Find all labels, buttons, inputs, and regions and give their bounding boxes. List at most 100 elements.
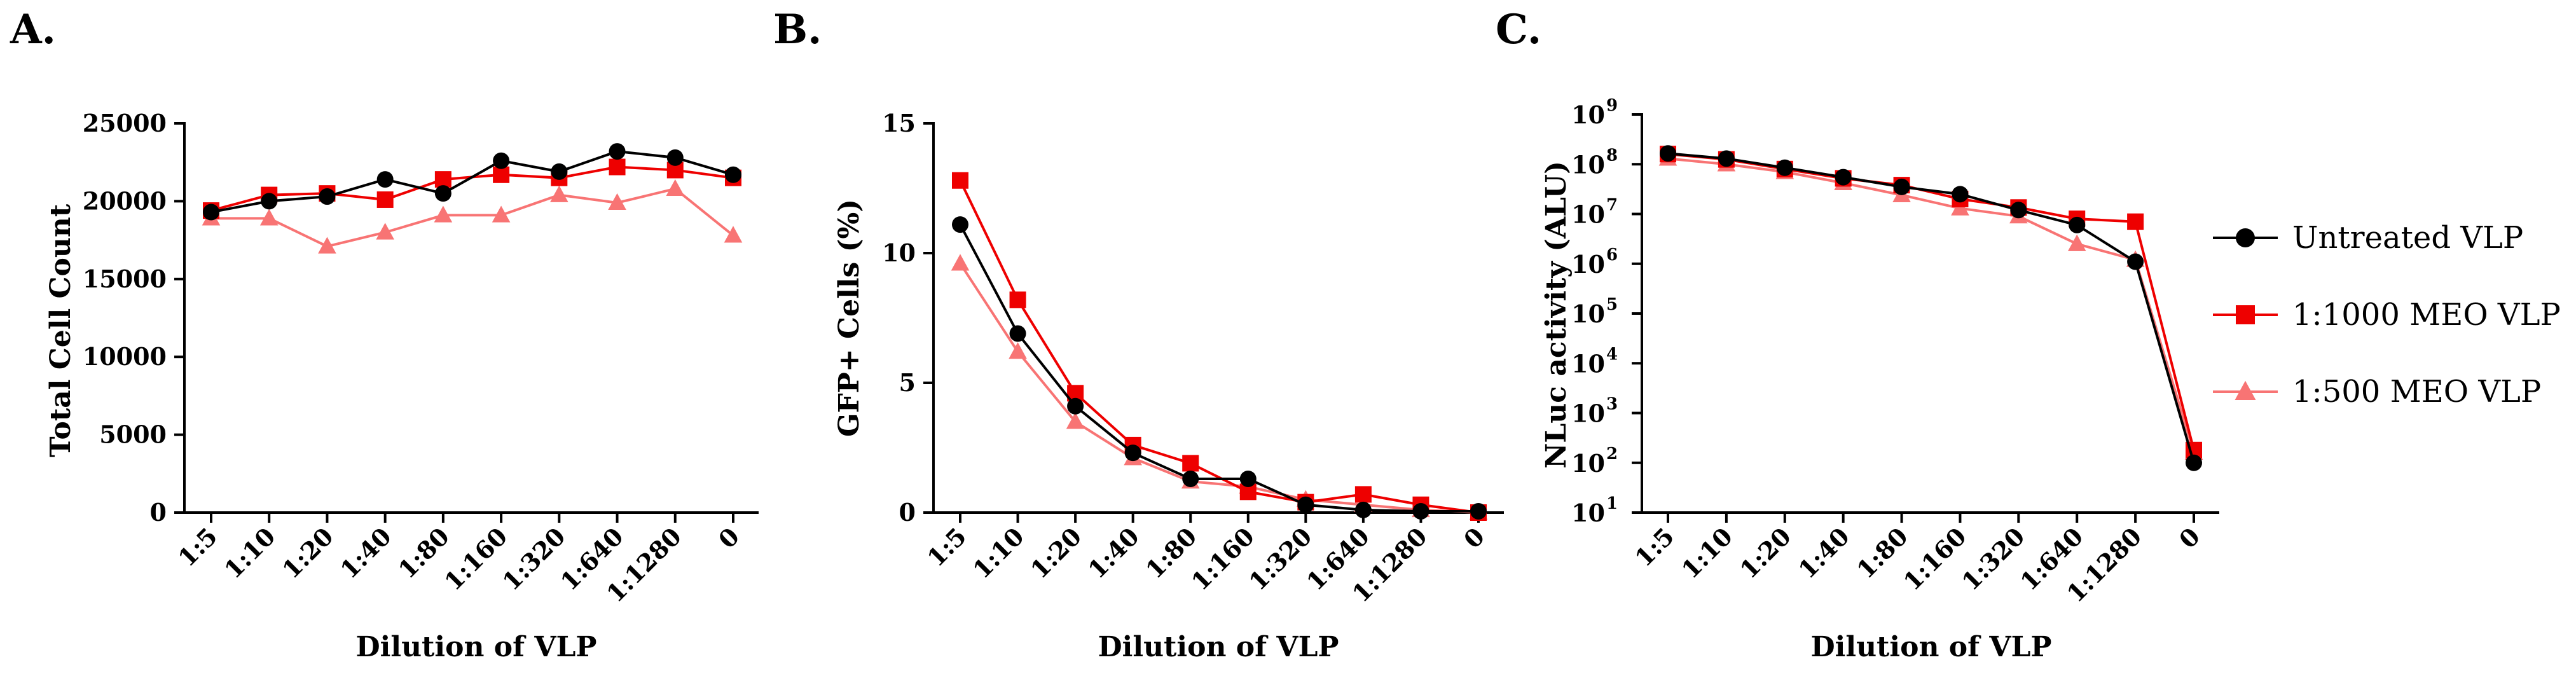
data-point [951,254,970,271]
y-tick-label: 10 [1571,200,1605,229]
legend-label: 1:500 MEO VLP [2292,374,2541,410]
series-line [210,150,734,214]
data-point [376,191,394,208]
panel-c: C. NLuc activity (ALU) Dilution of VLP 1… [1496,6,2219,663]
series-line [211,187,734,248]
y-tick-label: 0 [150,498,167,527]
data-point [492,205,511,223]
x-tick-label: 1:160 [1898,522,1972,597]
data-point [725,166,741,183]
x-tick-label: 1:40 [1793,522,1855,584]
data-point [1412,502,1429,520]
y-tick-label: 10 [1571,349,1605,378]
data-point [666,179,685,197]
y-tick-exponent: 2 [1606,445,1618,464]
data-point [376,223,394,240]
legend-marker [2236,305,2255,324]
data-point [608,193,626,210]
data-point [2127,253,2144,270]
panel-b-series [951,172,1488,521]
panel-b-y-axis-title: GFP+ Cells (%) [833,199,865,437]
y-tick-label: 10 [1571,449,1605,478]
x-tick-label: 1:5 [1629,522,1679,572]
legend-marker [2236,228,2255,247]
legend: Untreated VLP 1:1000 MEO VLP 1:500 MEO VLP [2213,220,2561,410]
data-point [1009,342,1027,359]
panel-a-series [202,143,743,254]
panel-a: A. Total Cell Count Dilution of VLP 0 500… [10,6,759,663]
data-point [493,166,510,183]
data-point [1660,145,1676,162]
data-point [1182,455,1199,472]
data-point [666,149,684,166]
x-tick-label: 1:10 [219,522,281,584]
data-point [1952,186,1969,203]
data-point [318,237,336,254]
panel-c-y-axis-title: NLuc activity (ALU) [1540,161,1573,469]
y-tick-label: 10 [1571,150,1605,179]
x-tick-label: 0 [713,522,745,555]
panel-a-letter: A. [10,6,56,53]
y-tick-label: 10000 [83,342,167,371]
data-point [952,172,968,189]
data-point [203,203,219,221]
series-line [1667,157,2195,453]
y-tick-label: 10 [1571,499,1605,527]
y-tick-label: 0 [899,498,916,527]
x-tick-label: 1:320 [1956,522,2030,597]
legend-marker [2235,380,2256,400]
data-point [376,171,394,188]
data-point [434,171,451,188]
x-tick-label: 0 [2173,522,2206,555]
data-point [2010,202,2027,219]
data-point [2069,216,2086,233]
data-point [609,143,626,160]
data-point [259,209,279,226]
y-tick-exponent: 5 [1606,295,1618,314]
data-point [1009,325,1026,342]
data-point [2127,213,2144,230]
panel-b-x-ticks: 1:51:101:201:401:801:1601:3201:6401:1280… [921,513,1490,608]
y-tick-label: 10 [1571,250,1605,279]
series-line [959,179,1479,514]
series-line [959,224,1478,513]
panel-c-x-axis-title: Dilution of VLP [1810,631,2051,663]
series-line [1667,152,2195,464]
data-point [2067,234,2086,251]
panel-c-letter: C. [1496,6,1541,53]
series-line [959,263,1479,514]
panel-a-y-axis-title: Total Cell Count [45,203,77,457]
data-point [1297,496,1314,513]
x-tick-label: 1:20 [1734,522,1796,584]
data-point [1354,501,1372,518]
y-tick-label: 15000 [83,265,167,293]
x-tick-label: 1:160 [1186,522,1260,597]
data-point [1182,470,1199,487]
data-point [1239,470,1257,487]
y-tick-label: 5000 [99,420,167,449]
data-point [1066,412,1085,429]
data-point [1124,445,1141,462]
x-tick-label: 0 [1458,522,1491,555]
data-point [1354,486,1372,503]
panel-c-x-ticks: 1:51:101:201:401:801:1601:3201:6401:1280… [1629,513,2205,608]
y-tick-exponent: 7 [1606,196,1618,215]
panel-b-x-axis-title: Dilution of VLP [1098,631,1339,663]
x-tick-label: 1:320 [1243,522,1318,597]
legend-label: Untreated VLP [2292,220,2523,256]
series-line [1667,153,2195,451]
panel-a-y-ticks: 0 5000 10000 15000 20000 25000 [83,109,184,527]
legend-label: 1:1000 MEO VLP [2292,297,2561,333]
data-point [2186,454,2202,471]
data-point [1893,178,1910,195]
x-tick-label: 1:40 [334,522,397,584]
y-tick-label: 25000 [83,109,167,137]
x-tick-label: 1:5 [921,522,972,572]
x-tick-label: 1:5 [172,522,223,572]
y-tick-label: 20000 [83,186,167,215]
y-tick-exponent: 4 [1606,345,1618,364]
x-tick-label: 1:320 [497,522,571,597]
y-tick-label: 10 [1571,300,1605,328]
